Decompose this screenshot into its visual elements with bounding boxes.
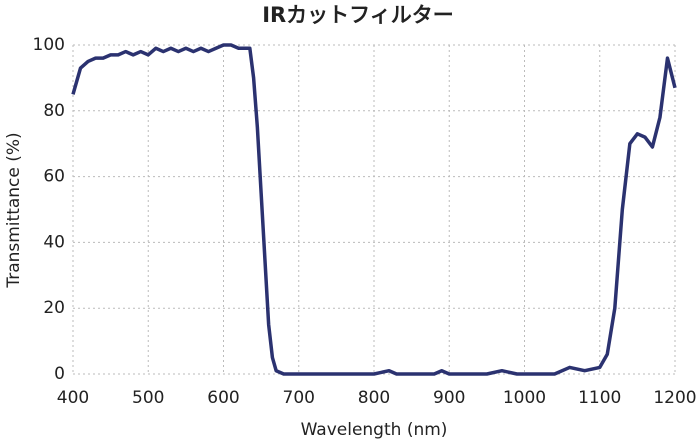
x-tick-label: 1100 — [578, 388, 621, 408]
x-tick-label: 800 — [358, 388, 390, 408]
y-tick-label: 80 — [43, 101, 65, 121]
x-tick-label: 900 — [433, 388, 465, 408]
chart-title: IRカットフィルター — [262, 3, 454, 27]
y-tick-label: 40 — [43, 232, 65, 252]
x-axis-label: Wavelength (nm) — [301, 420, 448, 440]
y-tick-label: 20 — [43, 298, 65, 318]
x-tick-label: 1000 — [503, 388, 546, 408]
y-axis-label: Transmittance (%) — [4, 132, 24, 288]
y-tick-label: 100 — [33, 35, 65, 55]
x-tick-label: 400 — [57, 388, 89, 408]
x-tick-label: 700 — [283, 388, 315, 408]
y-tick-label: 60 — [43, 167, 65, 187]
x-tick-label: 500 — [132, 388, 164, 408]
x-tick-label: 1200 — [653, 388, 696, 408]
data-line — [71, 43, 677, 376]
x-tick-label: 600 — [207, 388, 239, 408]
y-tick-label: 0 — [54, 364, 65, 384]
